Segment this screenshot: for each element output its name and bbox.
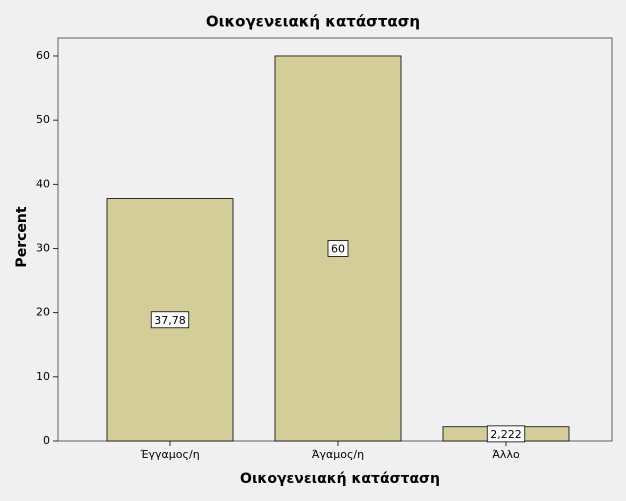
value-label-box — [486, 425, 526, 443]
x-tick-label: Άγαμος/η — [312, 448, 364, 461]
x-tick-label: Άλλο — [492, 448, 520, 461]
x-axis-label: Οικογενειακή κατάσταση — [240, 471, 440, 487]
y-tick-label: 10 — [36, 370, 50, 383]
y-tick-label: 20 — [36, 306, 50, 319]
y-tick-label: 50 — [36, 113, 50, 126]
y-tick-label: 30 — [36, 241, 50, 254]
value-label: 2,222 — [490, 428, 522, 441]
chart-title: Οικογενειακή κατάσταση — [206, 13, 420, 31]
value-label: 37,78 — [154, 314, 186, 327]
value-label-box — [327, 240, 349, 257]
y-tick-label: 60 — [36, 49, 50, 62]
value-label-box — [150, 311, 190, 329]
y-axis-label: Percent — [14, 206, 30, 267]
y-tick-label: 40 — [36, 177, 50, 190]
x-tick-label: Έγγαμος/η — [139, 448, 199, 461]
y-tick-label: 0 — [43, 434, 50, 447]
value-label: 60 — [331, 242, 345, 255]
